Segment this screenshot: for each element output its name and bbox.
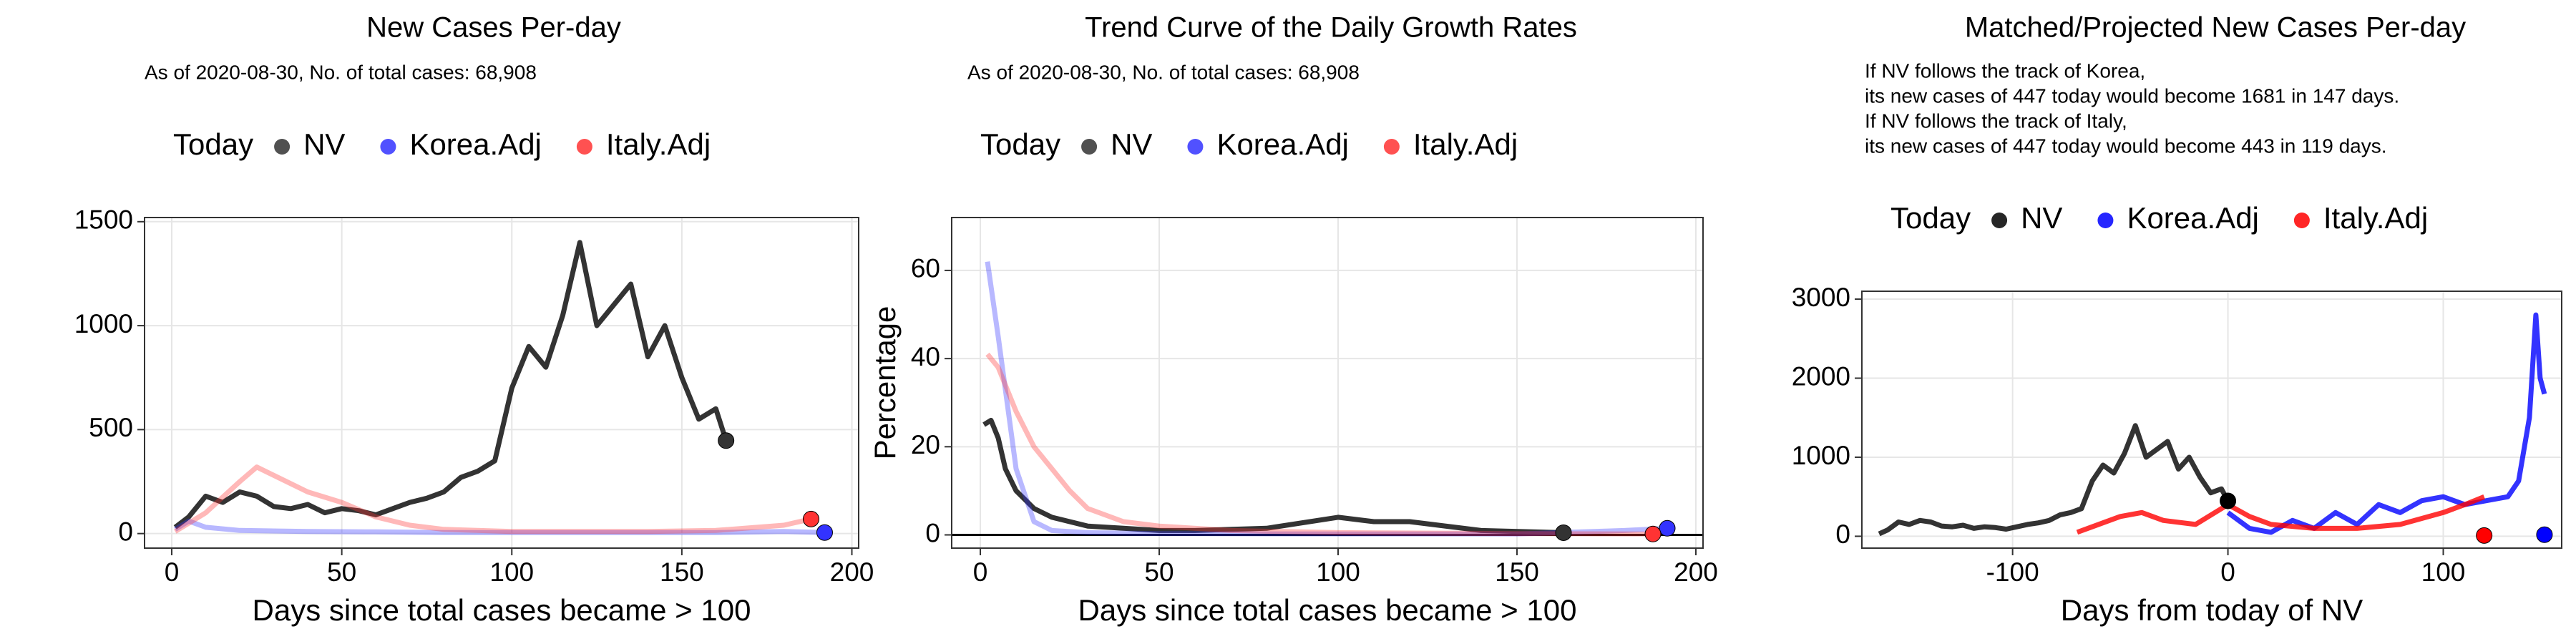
legend-marker	[1187, 139, 1204, 155]
today-point	[2536, 526, 2553, 543]
today-point	[1555, 524, 1572, 541]
legend-label: Italy.Adj	[606, 127, 711, 161]
x-tick-label: 50	[327, 557, 356, 587]
legend-label: Korea.Adj	[2127, 201, 2258, 235]
legend-label: Italy.Adj	[2323, 201, 2428, 235]
x-tick-label: 150	[660, 557, 704, 587]
y-tick-label: 60	[911, 254, 940, 283]
series-line	[2226, 312, 2547, 535]
y-tick-label: 0	[118, 517, 133, 546]
legend-label: Italy.Adj	[1413, 127, 1518, 161]
chart-title: Trend Curve of the Daily Growth Rates	[1085, 12, 1577, 44]
legend-title: Today	[980, 127, 1060, 161]
x-tick-label: 50	[1144, 557, 1174, 587]
legend-marker	[1991, 213, 2008, 228]
x-axis-label: Days from today of NV	[2061, 593, 2363, 627]
series-line	[173, 464, 812, 535]
legend-title: Today	[173, 127, 253, 161]
y-tick-label: 40	[911, 342, 940, 371]
today-point	[1644, 525, 1662, 542]
series-line	[1878, 423, 2230, 537]
plot-background	[952, 218, 1703, 548]
x-tick-label: 0	[973, 557, 988, 587]
legend-marker	[274, 139, 291, 155]
series-line	[173, 240, 729, 530]
legend-title: Today	[1890, 201, 1971, 235]
today-point	[718, 432, 735, 449]
series-line	[982, 417, 1564, 535]
today-point	[816, 524, 833, 541]
series-line	[985, 261, 1668, 537]
legend-marker	[2097, 213, 2114, 228]
annotation: its new cases of 447 today would become …	[1865, 135, 2387, 157]
series-line	[2076, 494, 2486, 535]
legend-label: Korea.Adj	[409, 127, 541, 161]
x-tick-label: 100	[2421, 557, 2466, 587]
legend-label: NV	[1111, 127, 1152, 161]
annotation: If NV follows the track of Korea,	[1865, 59, 2145, 82]
legend-marker	[2293, 213, 2310, 228]
x-tick-label: 0	[165, 557, 180, 587]
y-tick-label: 0	[925, 518, 940, 547]
legend-label: NV	[303, 127, 345, 161]
today-point	[2476, 527, 2493, 544]
x-axis-label: Days since total cases became > 100	[1078, 593, 1577, 627]
plot-border	[144, 217, 859, 549]
plot-background	[145, 218, 859, 548]
y-axis-label: Percentage	[868, 306, 902, 460]
legend-marker	[380, 139, 396, 155]
annotation: If NV follows the track of Italy,	[1865, 109, 2127, 132]
x-tick-label: -100	[1986, 557, 2039, 587]
legend-label: NV	[2021, 201, 2062, 235]
legend-marker	[576, 139, 592, 155]
y-tick-label: 500	[89, 413, 133, 442]
today-point	[802, 510, 819, 527]
y-tick-label: 1500	[74, 205, 133, 235]
x-tick-label: 100	[489, 557, 534, 587]
series-line	[985, 352, 1654, 537]
legend-label: Korea.Adj	[1216, 127, 1348, 161]
plot-background	[1862, 291, 2562, 548]
y-tick-label: 20	[911, 430, 940, 459]
x-tick-label: 200	[1674, 557, 1718, 587]
x-axis-label: Days since total cases became > 100	[253, 593, 751, 627]
subtitle: As of 2020-08-30, No. of total cases: 68…	[967, 61, 1360, 83]
today-point	[1659, 519, 1676, 537]
annotation: its new cases of 447 today would become …	[1865, 84, 2399, 107]
chart-title: Matched/Projected New Cases Per-day	[1965, 12, 2466, 44]
x-tick-label: 150	[1495, 557, 1539, 587]
today-point	[2220, 492, 2237, 509]
y-tick-label: 1000	[74, 309, 133, 338]
y-tick-label: 2000	[1792, 361, 1850, 391]
y-tick-label: 1000	[1792, 441, 1850, 470]
legend-marker	[1081, 139, 1098, 155]
x-tick-label: 0	[2220, 557, 2235, 587]
series-line	[173, 518, 825, 535]
y-tick-label: 3000	[1792, 283, 1850, 312]
x-tick-label: 100	[1316, 557, 1360, 587]
subtitle: As of 2020-08-30, No. of total cases: 68…	[145, 61, 537, 83]
plot-border	[951, 217, 1704, 549]
chart-title: New Cases Per-day	[366, 12, 621, 44]
y-tick-label: 0	[1835, 519, 1850, 549]
legend-marker	[1383, 139, 1400, 155]
x-tick-label: 200	[830, 557, 874, 587]
plot-border	[1861, 291, 2562, 549]
